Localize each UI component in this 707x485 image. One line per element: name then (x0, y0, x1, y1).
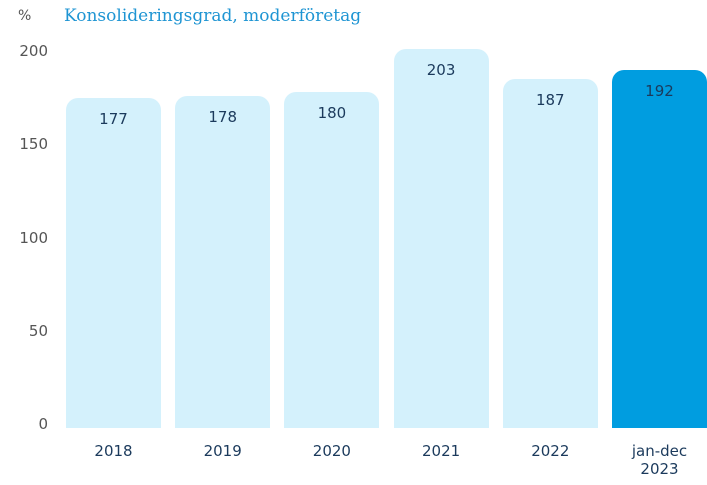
x-tick-label: 2019 (203, 442, 242, 460)
unit-label: % (18, 8, 32, 24)
y-tick-label: 100 (19, 228, 48, 247)
bar (502, 79, 598, 428)
bar (393, 49, 489, 428)
y-tick-label: 150 (19, 135, 48, 154)
value-label: 178 (208, 108, 237, 127)
value-label: 203 (426, 61, 456, 80)
bar (66, 97, 161, 428)
x-tick-label: 2022 (531, 442, 570, 460)
x-tick-label: 2020 (312, 442, 351, 460)
bar (612, 69, 707, 428)
y-tick-label: 50 (28, 321, 48, 340)
value-label: 177 (99, 109, 128, 128)
x-tick-label: 2021 (422, 442, 461, 460)
x-tick-label: jan-dec 2023 (631, 442, 688, 478)
y-tick-label: 200 (19, 42, 48, 60)
bar (284, 92, 380, 428)
chart-title: Konsolideringsgrad, moderföretag (64, 6, 362, 26)
y-tick-label: 0 (38, 415, 48, 433)
value-label: 180 (317, 104, 347, 123)
bar (175, 96, 271, 428)
value-label: 187 (535, 91, 565, 110)
x-tick-label: 2018 (94, 442, 133, 460)
value-label: 192 (645, 81, 674, 100)
